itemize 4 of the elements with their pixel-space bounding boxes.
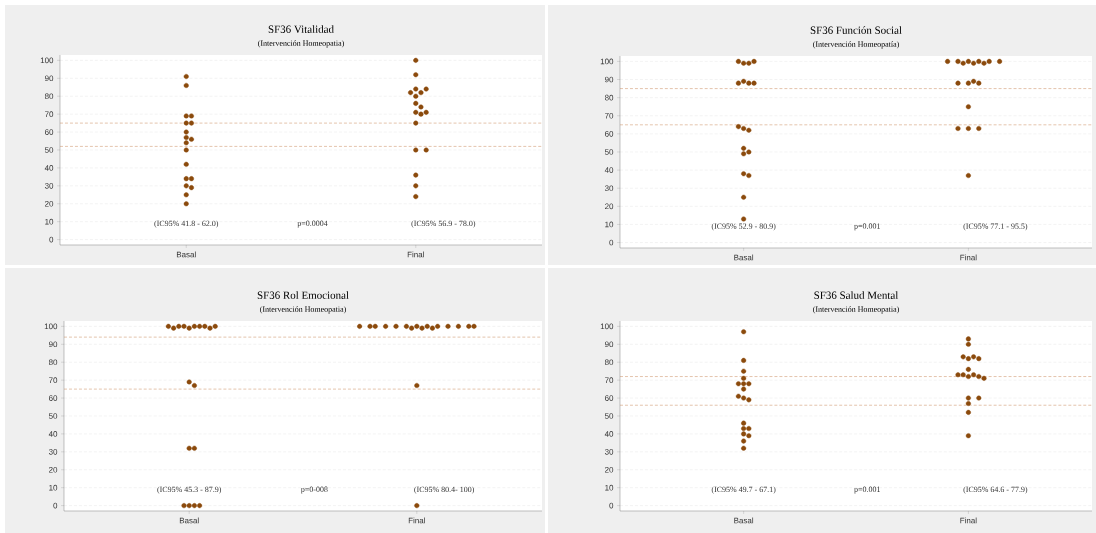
chart-title: SF36 Vitalidad xyxy=(268,25,334,34)
chart-title: SF36 Salud Mental xyxy=(814,291,899,299)
chart-title: SF36 Rol Emocional xyxy=(257,291,349,299)
chart-title: SF36 Función Social xyxy=(810,26,902,34)
